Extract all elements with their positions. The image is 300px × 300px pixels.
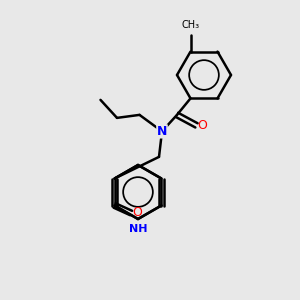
- Text: O: O: [132, 206, 142, 220]
- Text: N: N: [157, 125, 167, 138]
- Text: CH₃: CH₃: [182, 20, 200, 30]
- Text: O: O: [197, 119, 207, 132]
- Text: NH: NH: [129, 224, 147, 234]
